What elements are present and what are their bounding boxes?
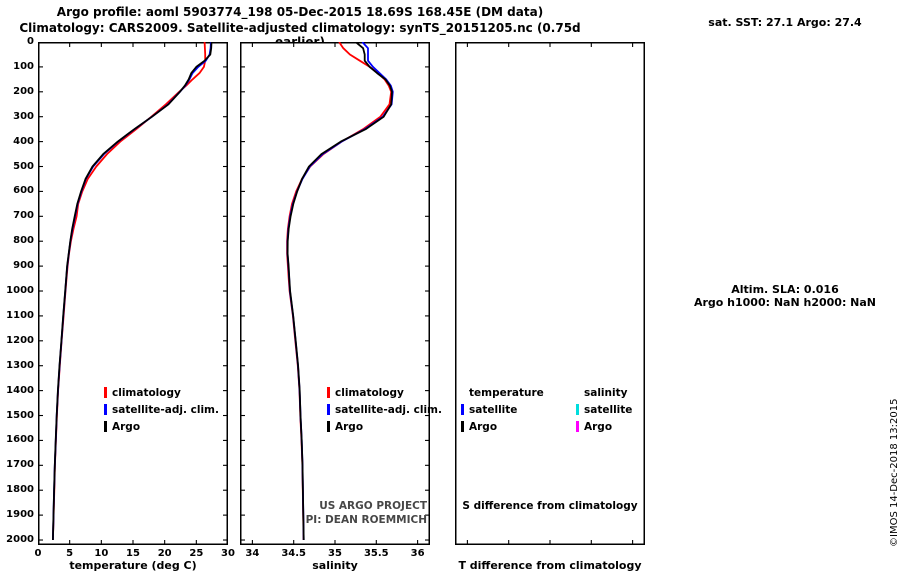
legend-label: satellite-adj. clim. bbox=[335, 403, 442, 416]
legend-mark-s-satellite bbox=[576, 404, 579, 415]
legend-label: satellite-adj. clim. bbox=[112, 403, 219, 416]
legend-row: satellite-adj. clim. bbox=[327, 401, 442, 418]
x-tick-label: 15 bbox=[126, 548, 140, 559]
x-tick-label: 10 bbox=[94, 548, 109, 559]
legend-row: satellite-adj. clim. bbox=[104, 401, 219, 418]
legend-row: Argo bbox=[327, 418, 442, 435]
depth-tick-label: 1700 bbox=[6, 459, 34, 471]
depth-tick-label: 1100 bbox=[6, 309, 34, 321]
plot-frame bbox=[38, 42, 228, 545]
x-tick-label: 5 bbox=[66, 548, 74, 559]
legend-label: satellite bbox=[584, 403, 633, 416]
legend-label: satellite bbox=[469, 403, 518, 416]
legend-mark-climatology bbox=[104, 387, 107, 398]
argo-heights-title: Argo h1000: NaN h2000: NaN bbox=[693, 296, 877, 309]
x-tick-label: 35 bbox=[328, 548, 342, 559]
legend-label: climatology bbox=[112, 386, 181, 399]
project-note: US ARGO PROJECT bbox=[319, 500, 427, 512]
panel-sal-plot bbox=[240, 42, 430, 545]
tdiff-axis-label: T difference from climatology bbox=[458, 559, 642, 572]
depth-tick-label: 1000 bbox=[6, 285, 34, 296]
depth-tick-label: 200 bbox=[13, 85, 34, 97]
depth-tick-label: 1900 bbox=[6, 509, 34, 521]
panel-diff-plot bbox=[455, 42, 645, 545]
x-tick-label: 34 bbox=[245, 548, 260, 559]
imos-watermark: ©IMOS 14-Dec-2018 13:2015 bbox=[889, 398, 900, 547]
depth-tick-label: 1400 bbox=[6, 384, 34, 396]
legend-row: Argo bbox=[461, 418, 544, 435]
depth-tick-label: 500 bbox=[13, 160, 34, 172]
legend-row: Argo bbox=[576, 418, 632, 435]
difference-profile-panel bbox=[455, 42, 645, 545]
legend-mark-climatology bbox=[327, 387, 330, 398]
legend-row: salinity bbox=[576, 384, 632, 401]
legend-row: climatology bbox=[327, 384, 442, 401]
figure-title: Argo profile: aoml 5903774_198 05-Dec-20… bbox=[56, 5, 544, 19]
legend-label: Argo bbox=[584, 420, 613, 433]
legend-mark-argo bbox=[327, 421, 330, 432]
plot-frame bbox=[240, 42, 430, 545]
x-tick-label: 20 bbox=[157, 548, 172, 559]
depth-tick-label: 700 bbox=[13, 210, 34, 222]
x-tick-label: 34.5 bbox=[281, 548, 307, 559]
x-tick-label: 25 bbox=[189, 548, 204, 559]
plot-frame bbox=[455, 42, 645, 545]
x-tick-label: 36 bbox=[410, 548, 425, 559]
legend-salinity-diff: salinity satellite Argo bbox=[576, 384, 632, 435]
pi-note: PI: DEAN ROEMMICH bbox=[305, 514, 427, 526]
legend-row: temperature bbox=[461, 384, 544, 401]
depth-tick-label: 800 bbox=[13, 235, 34, 247]
depth-tick-label: 300 bbox=[13, 110, 34, 122]
x-tick-label: 30 bbox=[221, 548, 235, 559]
depth-tick-label: 1800 bbox=[6, 484, 34, 496]
legend-label: Argo bbox=[469, 420, 498, 433]
temp-axis-label: temperature (deg C) bbox=[69, 559, 197, 572]
sdiff-axis-label: S difference from climatology bbox=[462, 500, 638, 512]
legend-mark-satellite-clim bbox=[327, 404, 330, 415]
legend-mark-argo bbox=[104, 421, 107, 432]
depth-tick-label: 900 bbox=[13, 260, 34, 272]
legend-label: climatology bbox=[335, 386, 404, 399]
legend-row: climatology bbox=[104, 384, 219, 401]
legend-label: Argo bbox=[112, 420, 141, 433]
legend-label: Argo bbox=[335, 420, 364, 433]
depth-tick-label: 100 bbox=[13, 60, 34, 72]
legend-mark-t-argo bbox=[461, 421, 464, 432]
salinity-profile-panel bbox=[240, 42, 430, 545]
depth-tick-label: 1200 bbox=[6, 334, 34, 346]
depth-tick-label: 400 bbox=[13, 135, 34, 147]
series-argo bbox=[52, 42, 213, 541]
depth-tick-label: 2000 bbox=[6, 534, 34, 546]
series-argo bbox=[286, 42, 393, 541]
depth-tick-label: 600 bbox=[13, 185, 34, 197]
x-tick-label: 35.5 bbox=[363, 548, 389, 559]
depth-tick-label: 1300 bbox=[6, 359, 34, 371]
legend-mark-s-argo bbox=[576, 421, 579, 432]
x-tick-label: 0 bbox=[34, 548, 42, 559]
sst-map-title: sat. SST: 27.1 Argo: 27.4 bbox=[708, 16, 862, 29]
legend-row: satellite bbox=[576, 401, 632, 418]
legend-row: satellite bbox=[461, 401, 544, 418]
temperature-profile-panel bbox=[38, 42, 228, 545]
depth-tick-label: 1500 bbox=[6, 409, 34, 421]
legend-header: salinity bbox=[584, 386, 628, 399]
legend-salinity-panel: climatology satellite-adj. clim. Argo bbox=[327, 384, 442, 435]
legend-row: Argo bbox=[104, 418, 219, 435]
panel-temp-plot bbox=[38, 42, 228, 545]
legend-header: temperature bbox=[469, 386, 544, 399]
legend-temperature-panel: climatology satellite-adj. clim. Argo bbox=[104, 384, 219, 435]
legend-mark-satellite-clim bbox=[104, 404, 107, 415]
legend-temperature-diff: temperature satellite Argo bbox=[461, 384, 544, 435]
sal-axis-label: salinity bbox=[312, 559, 358, 572]
depth-tick-label: 1600 bbox=[6, 434, 34, 446]
sla-value-title: Altim. SLA: 0.016 bbox=[731, 283, 839, 296]
legend-mark-t-satellite bbox=[461, 404, 464, 415]
